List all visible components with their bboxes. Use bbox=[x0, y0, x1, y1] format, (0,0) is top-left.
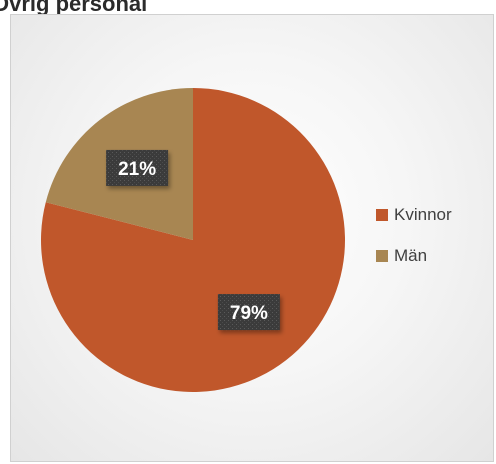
data-label-kvinnor: 79% bbox=[217, 294, 280, 331]
legend: Kvinnor Män bbox=[376, 203, 452, 285]
data-label-box bbox=[106, 149, 169, 186]
legend-item-man: Män bbox=[376, 244, 452, 268]
chart-title: Övrig personal bbox=[0, 0, 148, 16]
legend-swatch-man bbox=[376, 250, 388, 262]
data-label-m-n: 21% bbox=[106, 149, 169, 186]
legend-swatch-kvinnor bbox=[376, 209, 388, 221]
legend-item-kvinnor: Kvinnor bbox=[376, 203, 452, 227]
legend-label-kvinnor: Kvinnor bbox=[394, 205, 452, 224]
data-label-text: 21% bbox=[118, 159, 156, 180]
data-label-box bbox=[217, 294, 280, 331]
legend-label-man: Män bbox=[394, 246, 428, 265]
data-label-text: 79% bbox=[230, 303, 268, 324]
